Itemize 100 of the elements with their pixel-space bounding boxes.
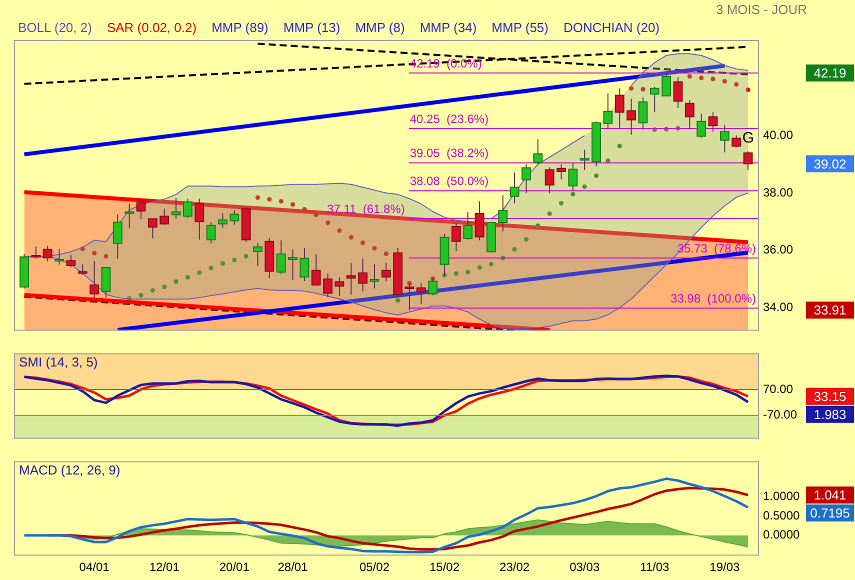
point — [477, 265, 482, 270]
point — [162, 284, 167, 290]
ref-line-label: 38.08 (50.0%) — [410, 174, 489, 188]
candlestick — [650, 86, 660, 113]
candlestick — [662, 72, 672, 96]
candlestick — [708, 112, 718, 132]
point — [722, 78, 727, 84]
point — [524, 237, 529, 242]
point — [640, 86, 646, 92]
candlestick — [416, 282, 426, 305]
point — [255, 195, 260, 200]
point — [302, 207, 307, 212]
ref-line-label: 37.11 (61.8%) — [327, 202, 405, 216]
y-tick-label: 0.0000 — [763, 528, 800, 542]
candlestick — [230, 210, 240, 226]
text: MMP (34) — [420, 20, 477, 35]
point — [360, 240, 366, 246]
y-tick-label: 36.00 — [763, 242, 794, 257]
point — [466, 270, 470, 274]
y-tick-label: 70.00 — [763, 382, 794, 396]
x-tick-label: 11/03 — [640, 560, 670, 574]
candlestick — [276, 240, 286, 275]
y-tick-label: 40.00 — [763, 128, 794, 142]
candlestick — [90, 260, 100, 298]
x-tick-label: 15/02 — [430, 560, 460, 574]
candlestick — [404, 282, 414, 311]
candlestick — [31, 246, 41, 259]
text: 1.041 — [814, 488, 846, 503]
candlestick — [323, 273, 332, 298]
text: SAR (0.02, 0.2) — [106, 20, 197, 35]
x-tick-label: 04/01 — [79, 560, 110, 574]
ref-line-label: 39.05 (38.2%) — [410, 146, 489, 160]
point — [570, 192, 576, 196]
point — [734, 82, 739, 87]
candlestick — [54, 248, 64, 266]
point — [594, 174, 599, 178]
candlestick — [684, 100, 694, 130]
candlestick — [171, 198, 181, 220]
point — [617, 144, 622, 148]
text: 39.02 — [814, 156, 846, 172]
point — [267, 196, 272, 202]
annotation: G — [742, 129, 754, 146]
candlestick — [112, 214, 122, 260]
text: MMP (89) — [212, 20, 268, 35]
candlestick — [358, 258, 368, 292]
candlestick — [626, 98, 636, 136]
point — [325, 220, 330, 226]
point — [606, 158, 610, 163]
candlestick — [300, 248, 310, 282]
candlestick — [556, 164, 566, 180]
candlestick — [696, 113, 706, 138]
y-tick-label: 38.00 — [763, 185, 794, 200]
candlestick — [638, 96, 648, 130]
y-tick-label: -70.00 — [763, 408, 798, 422]
candlestick — [522, 164, 531, 194]
point — [138, 292, 144, 298]
y-tick-label: 1.0000 — [763, 488, 800, 503]
candlestick — [498, 194, 508, 232]
text: DONCHIAN (20) — [563, 20, 660, 35]
candlestick — [743, 150, 753, 171]
point — [208, 266, 214, 270]
point — [174, 279, 178, 284]
point — [582, 184, 587, 189]
candlestick — [183, 198, 192, 218]
candlestick — [160, 208, 170, 226]
x-tick-label: 12/01 — [149, 560, 180, 574]
point — [547, 211, 552, 216]
point — [454, 271, 458, 276]
text: BOLL (20, 2) — [18, 20, 92, 35]
chart-subtitle: 3 MOIS - JOUR — [716, 2, 807, 17]
x-tick-label: 03/03 — [570, 560, 600, 574]
point — [536, 223, 540, 228]
point — [244, 254, 248, 259]
ref-line-label: 33.98 (100.0%) — [670, 291, 756, 306]
candlestick — [603, 92, 613, 129]
candlestick — [334, 276, 344, 297]
x-tick-label: 19/03 — [710, 560, 740, 574]
point — [687, 74, 692, 79]
point — [699, 76, 704, 80]
point — [314, 212, 318, 218]
candlestick — [381, 262, 391, 282]
candlestick — [206, 222, 216, 244]
candlestick — [288, 248, 298, 281]
x-tick-label: 05/02 — [359, 560, 390, 574]
point — [232, 258, 237, 262]
chart-title: SMI (14, 3, 5) — [19, 354, 98, 370]
text: MMP (8) — [355, 20, 405, 35]
y-tick-label: 34.00 — [763, 300, 794, 314]
text: 33.91 — [814, 302, 846, 318]
point — [337, 228, 342, 233]
point — [512, 247, 517, 252]
candlestick — [42, 245, 52, 262]
point — [104, 254, 108, 259]
x-tick-label: 23/02 — [500, 560, 530, 574]
candlestick — [510, 172, 520, 204]
candlestick — [148, 218, 158, 239]
candlestick — [370, 264, 380, 289]
candlestick — [568, 162, 578, 191]
point — [628, 86, 634, 91]
candlestick — [463, 212, 473, 240]
